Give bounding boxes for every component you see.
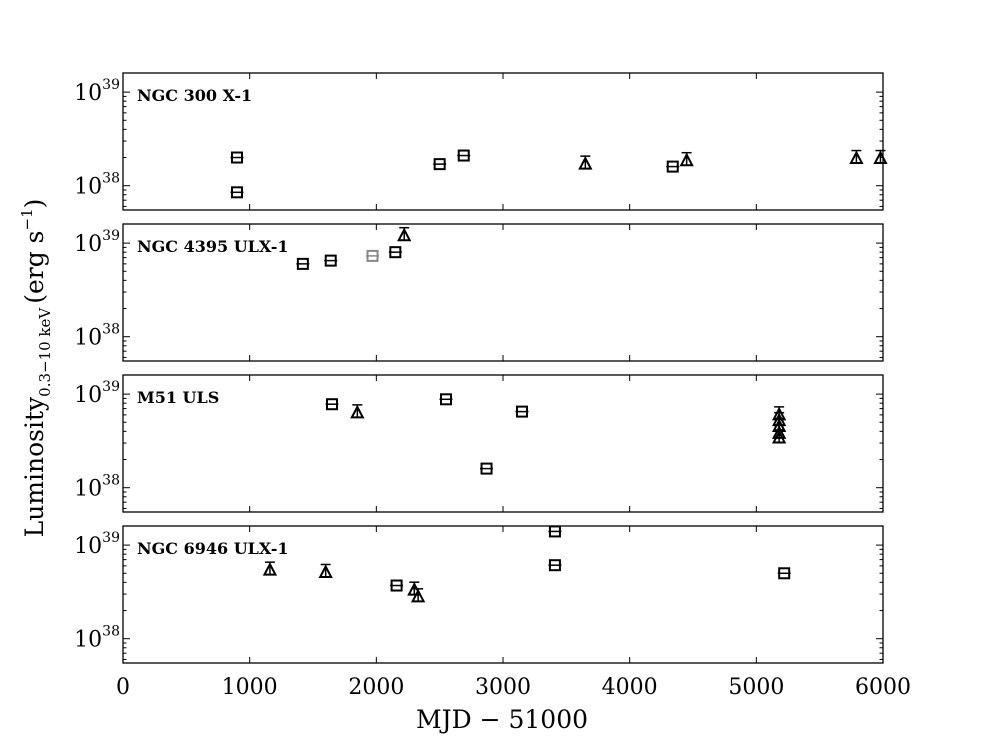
panel-m51-uls-frame	[122, 374, 884, 513]
y-axis-label-unit-close: )	[20, 199, 49, 209]
data-point-square	[230, 186, 244, 199]
panel-ngc-6946-ulx-1-label: NGC 6946 ULX-1	[137, 539, 289, 558]
panel-ngc-300-x-1: 1038 1039 NGC 300 X-1	[74, 72, 888, 211]
x-tick-label: 3000	[475, 675, 531, 700]
y-tick-label: 1039	[74, 379, 120, 408]
y-tick-label: 1038	[74, 473, 120, 502]
x-tick-label: 2000	[348, 675, 404, 700]
panel-ngc-6946-ulx-1: 1038 1039 NGC 6946 ULX-1	[74, 525, 884, 664]
y-tick-label: 1038	[74, 624, 120, 653]
data-point-triangle	[578, 155, 593, 170]
triangle-marker	[350, 404, 365, 419]
data-point-square	[296, 257, 310, 270]
x-tick-label: 1000	[222, 675, 278, 700]
triangle-marker	[397, 227, 412, 242]
data-point-square	[548, 559, 562, 572]
triangle-marker	[318, 564, 333, 578]
data-point-triangle	[771, 429, 787, 444]
panel-m51-uls-label: M51 ULS	[137, 388, 219, 407]
data-point-square	[439, 393, 453, 406]
y-tick-label: 1038	[74, 322, 120, 351]
x-tick-label: 6000	[855, 675, 911, 700]
data-point-triangle	[350, 404, 365, 419]
y-tick-label: 1039	[74, 530, 120, 559]
data-point-square	[230, 151, 244, 164]
data-point-square	[390, 579, 404, 592]
y-axis-label-subscript: 0.3−10 keV	[36, 307, 54, 397]
x-tick-label: 0	[116, 675, 130, 700]
data-point-triangle	[397, 226, 412, 242]
data-point-square	[666, 160, 680, 173]
data-point-square	[324, 254, 338, 267]
triangle-marker	[771, 429, 787, 444]
x-tick-label: 5000	[728, 675, 784, 700]
data-point-square	[457, 149, 471, 162]
y-axis-label-unit: (erg s	[20, 230, 49, 303]
triangle-marker	[578, 155, 593, 170]
data-point-triangle	[873, 149, 888, 165]
x-axis: 0 1000 2000 3000 4000 5000 6000	[116, 675, 911, 700]
chart-panels: 1038 1039 NGC 300 X-1 1038 1039 NGC 4395 ULX-…	[74, 72, 888, 664]
triangle-marker	[679, 152, 694, 167]
data-point-triangle	[679, 151, 694, 167]
data-point-square	[388, 246, 402, 259]
data-point-square	[366, 249, 380, 262]
triangle-marker	[262, 561, 278, 576]
data-point-square	[515, 405, 529, 418]
y-tick-label: 1039	[74, 77, 120, 106]
data-point-square	[777, 567, 791, 580]
data-point-triangle	[262, 561, 278, 576]
x-tick-label: 4000	[602, 675, 658, 700]
y-axis-label: Luminosity0.3−10 keV (erg s−1)	[18, 199, 54, 538]
panel-ngc-4395-ulx-1-label: NGC 4395 ULX-1	[137, 237, 289, 256]
y-tick-label: 1038	[74, 171, 120, 200]
triangle-marker	[410, 588, 426, 603]
data-point-triangle	[849, 149, 864, 165]
triangle-marker	[873, 150, 888, 165]
data-point-square	[325, 398, 339, 411]
panel-m51-uls: 1038 1039 M51 ULS	[74, 374, 884, 513]
data-point-square	[433, 158, 447, 171]
y-tick-label: 1039	[74, 228, 120, 257]
triangle-marker	[849, 150, 864, 165]
data-point-triangle	[410, 588, 426, 603]
data-point-square	[480, 462, 494, 475]
y-axis-label-unit-exponent: −1	[18, 208, 36, 230]
panel-ngc-300-x-1-label: NGC 300 X-1	[137, 86, 252, 105]
x-axis-label: MJD − 51000	[416, 705, 588, 734]
y-axis-label-main: Luminosity	[20, 396, 49, 537]
panel-ngc-4395-ulx-1: 1038 1039 NGC 4395 ULX-1	[74, 223, 884, 362]
data-point-triangle	[318, 563, 333, 578]
data-point-square	[548, 525, 562, 538]
